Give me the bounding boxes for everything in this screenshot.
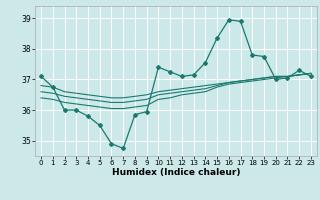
X-axis label: Humidex (Indice chaleur): Humidex (Indice chaleur) — [112, 168, 240, 177]
